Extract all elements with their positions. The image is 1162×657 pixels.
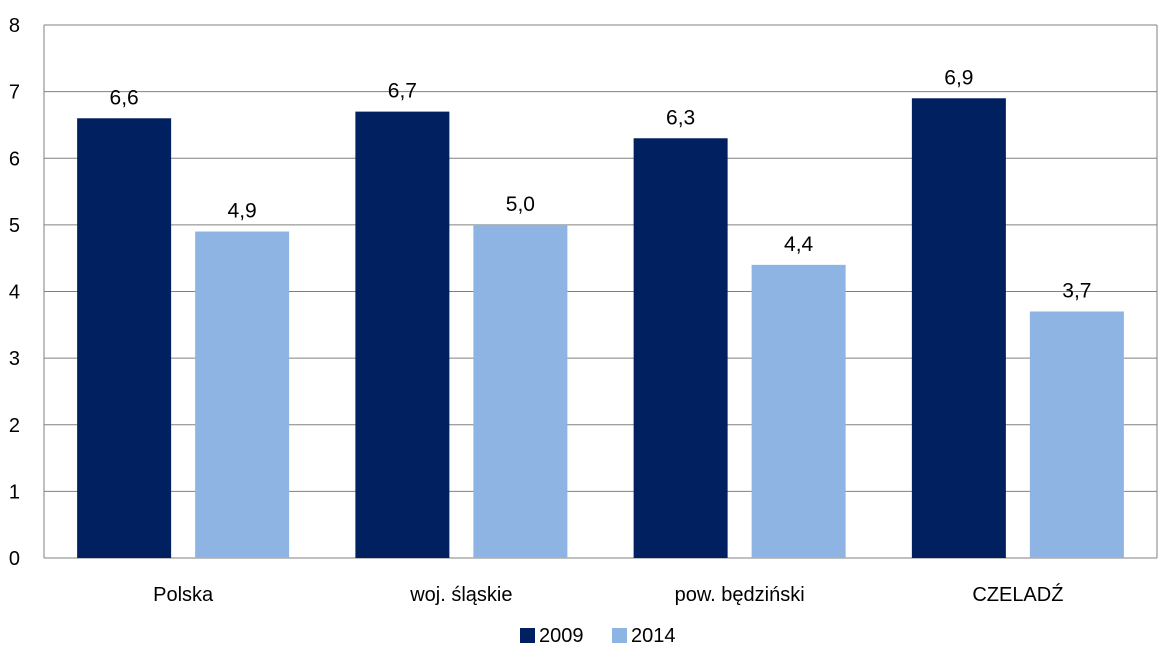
bar-2014-3 xyxy=(1029,311,1124,558)
bar-2009-0 xyxy=(77,118,172,559)
y-axis: 0 1 2 3 4 5 6 7 8 xyxy=(9,15,20,570)
legend-swatch-2014 xyxy=(612,628,627,643)
data-label-2009-2: 6,3 xyxy=(666,106,695,129)
y-tick-label: 1 xyxy=(9,481,20,503)
x-category-label: woj. śląskie xyxy=(409,584,512,606)
bar-2014-2 xyxy=(751,264,846,558)
data-label-2014-2: 4,4 xyxy=(784,233,814,256)
data-label-2014-1: 5,0 xyxy=(506,193,535,216)
y-tick-label: 3 xyxy=(9,348,20,370)
bar-2014-1 xyxy=(473,224,568,558)
y-tick-label: 4 xyxy=(9,282,20,304)
data-labels-group: 6,6 4,9 6,7 5,0 6,3 4,4 6,9 3,7 xyxy=(110,66,1092,302)
x-category-label: pow. będziński xyxy=(675,584,805,606)
data-label-2014-3: 3,7 xyxy=(1062,279,1091,302)
bar-2009-2 xyxy=(633,138,728,558)
data-label-2014-0: 4,9 xyxy=(228,200,257,223)
y-tick-label: 6 xyxy=(9,148,20,170)
legend-swatch-2009 xyxy=(520,628,535,643)
data-label-2009-0: 6,6 xyxy=(110,86,139,109)
y-tick-label: 5 xyxy=(9,215,20,237)
y-tick-label: 7 xyxy=(9,82,20,104)
legend-label-2014: 2014 xyxy=(631,625,676,647)
x-category-label: CZELADŹ xyxy=(972,583,1063,606)
bar-2009-3 xyxy=(911,98,1006,558)
data-label-2009-1: 6,7 xyxy=(388,80,417,103)
x-category-label: Polska xyxy=(153,584,214,606)
legend-label-2009: 2009 xyxy=(539,625,584,647)
bar-2009-1 xyxy=(355,111,450,559)
y-tick-label: 0 xyxy=(9,548,20,570)
y-tick-label: 2 xyxy=(9,415,20,437)
data-label-2009-3: 6,9 xyxy=(944,66,973,89)
x-axis: Polska woj. śląskie pow. będziński CZELADŹ xyxy=(153,583,1063,606)
bars-group xyxy=(77,98,1124,559)
y-tick-label: 8 xyxy=(9,15,20,37)
bar-2014-0 xyxy=(195,231,290,558)
legend: 2009 2014 xyxy=(520,625,676,647)
